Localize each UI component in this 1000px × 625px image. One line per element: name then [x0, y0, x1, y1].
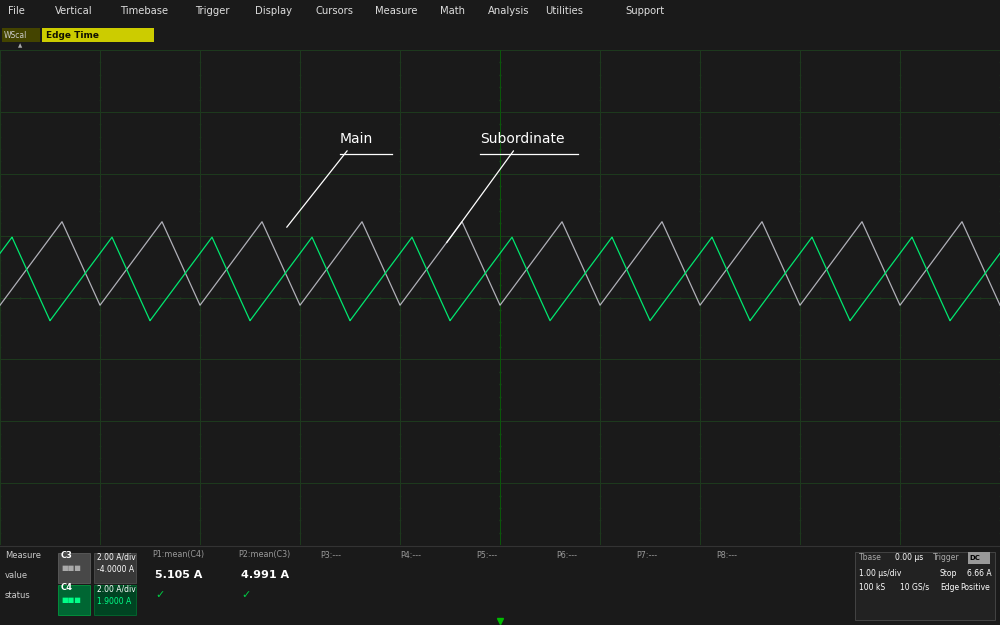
Text: 2.00 A/div: 2.00 A/div: [97, 552, 136, 561]
Text: Main: Main: [287, 132, 373, 228]
Bar: [58, 553, 90, 583]
Text: C3: C3: [61, 551, 73, 561]
Text: Support: Support: [625, 6, 664, 16]
Text: 1.9000 A: 1.9000 A: [97, 598, 131, 606]
Bar: [2, 28, 40, 42]
Text: c4: c4: [0, 408, 1, 416]
Text: Edge: Edge: [940, 582, 959, 591]
Text: WScal: WScal: [4, 31, 27, 39]
Text: Tbase: Tbase: [859, 552, 882, 561]
Text: -4.0000 A: -4.0000 A: [97, 566, 134, 574]
Text: ✓: ✓: [241, 590, 250, 600]
Text: Trigger: Trigger: [933, 552, 960, 561]
Text: 1.00 μs/div: 1.00 μs/div: [859, 569, 901, 578]
Text: Edge Time: Edge Time: [46, 31, 99, 39]
Text: P4:---: P4:---: [400, 551, 421, 559]
Bar: [968, 552, 990, 564]
Text: ✓: ✓: [155, 590, 164, 600]
Text: P7:---: P7:---: [636, 551, 657, 559]
Text: Subordinate: Subordinate: [447, 132, 564, 242]
Text: Utilities: Utilities: [545, 6, 583, 16]
Text: 6.66 A: 6.66 A: [967, 569, 992, 578]
Text: 5.105 A: 5.105 A: [155, 570, 202, 580]
Text: 2.00 A/div: 2.00 A/div: [97, 584, 136, 594]
Text: C4: C4: [61, 584, 73, 592]
Text: P1:mean(C4): P1:mean(C4): [152, 551, 204, 559]
Text: P6:---: P6:---: [556, 551, 577, 559]
Bar: [58, 585, 90, 615]
Text: P8:---: P8:---: [716, 551, 737, 559]
Text: P3:---: P3:---: [320, 551, 341, 559]
Text: status: status: [5, 591, 31, 599]
Text: value: value: [5, 571, 28, 579]
Bar: [94, 585, 136, 615]
Text: Timebase: Timebase: [120, 6, 168, 16]
Text: DC: DC: [969, 555, 980, 561]
Text: Stop: Stop: [940, 569, 957, 578]
Bar: [94, 553, 136, 583]
Text: P2:mean(C3): P2:mean(C3): [238, 551, 290, 559]
Bar: [855, 552, 995, 620]
Text: ■■■: ■■■: [61, 565, 81, 571]
Text: File: File: [8, 6, 25, 16]
Text: 0.00 μs: 0.00 μs: [895, 552, 923, 561]
Bar: [42, 28, 154, 42]
Text: Measure: Measure: [5, 551, 41, 559]
Text: 10 GS/s: 10 GS/s: [900, 582, 929, 591]
Text: Measure: Measure: [375, 6, 418, 16]
Text: Positive: Positive: [960, 582, 990, 591]
Text: 100 kS: 100 kS: [859, 582, 885, 591]
Text: Cursors: Cursors: [315, 6, 353, 16]
Text: Display: Display: [255, 6, 292, 16]
Text: Trigger: Trigger: [195, 6, 230, 16]
Text: P5:---: P5:---: [476, 551, 497, 559]
Text: ■■■: ■■■: [61, 597, 81, 603]
Text: 4.991 A: 4.991 A: [241, 570, 289, 580]
Text: Math: Math: [440, 6, 465, 16]
Text: Analysis: Analysis: [488, 6, 530, 16]
Text: Vertical: Vertical: [55, 6, 93, 16]
Text: ▲: ▲: [18, 44, 22, 49]
